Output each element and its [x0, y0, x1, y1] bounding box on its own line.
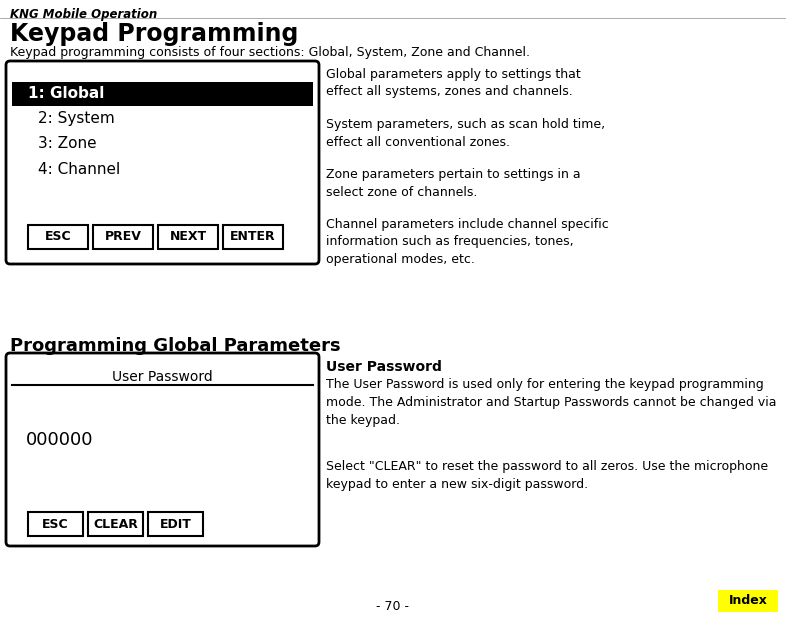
- Text: Programming Global Parameters: Programming Global Parameters: [10, 337, 340, 355]
- Text: CLEAR: CLEAR: [93, 518, 138, 531]
- Text: The User Password is used only for entering the keypad programming mode. The Adm: The User Password is used only for enter…: [326, 378, 777, 427]
- Text: EDIT: EDIT: [160, 518, 192, 531]
- Text: 4: Channel: 4: Channel: [38, 162, 120, 177]
- Bar: [148, 512, 203, 536]
- Text: Keypad programming consists of four sections: Global, System, Zone and Channel.: Keypad programming consists of four sect…: [10, 46, 530, 59]
- Text: ESC: ESC: [45, 231, 72, 243]
- Text: System parameters, such as scan hold time,
effect all conventional zones.: System parameters, such as scan hold tim…: [326, 118, 605, 149]
- Bar: [28, 512, 83, 536]
- Text: User Password: User Password: [326, 360, 442, 374]
- Text: Global parameters apply to settings that
effect all systems, zones and channels.: Global parameters apply to settings that…: [326, 68, 581, 98]
- Text: Keypad Programming: Keypad Programming: [10, 22, 299, 46]
- Text: User Password: User Password: [112, 370, 213, 384]
- Bar: [223, 225, 283, 249]
- Text: 000000: 000000: [26, 431, 94, 449]
- FancyBboxPatch shape: [6, 353, 319, 546]
- Text: Index: Index: [729, 595, 767, 608]
- Text: KNG Mobile Operation: KNG Mobile Operation: [10, 8, 157, 21]
- Text: Channel parameters include channel specific
information such as frequencies, ton: Channel parameters include channel speci…: [326, 218, 608, 266]
- Bar: [12, 82, 313, 106]
- Text: Zone parameters pertain to settings in a
select zone of channels.: Zone parameters pertain to settings in a…: [326, 168, 581, 198]
- Bar: [718, 590, 778, 612]
- Text: PREV: PREV: [105, 231, 141, 243]
- Text: 3: Zone: 3: Zone: [38, 136, 97, 152]
- Text: NEXT: NEXT: [170, 231, 207, 243]
- Bar: [88, 512, 143, 536]
- Text: ESC: ESC: [42, 518, 69, 531]
- Bar: [28, 225, 88, 249]
- Text: 1: Global: 1: Global: [28, 86, 105, 101]
- Text: - 70 -: - 70 -: [376, 600, 410, 613]
- Text: ENTER: ENTER: [230, 231, 276, 243]
- Text: 2: System: 2: System: [38, 111, 115, 126]
- Text: Select "CLEAR" to reset the password to all zeros. Use the microphone keypad to : Select "CLEAR" to reset the password to …: [326, 460, 768, 491]
- FancyBboxPatch shape: [6, 61, 319, 264]
- Bar: [93, 225, 153, 249]
- Bar: [158, 225, 218, 249]
